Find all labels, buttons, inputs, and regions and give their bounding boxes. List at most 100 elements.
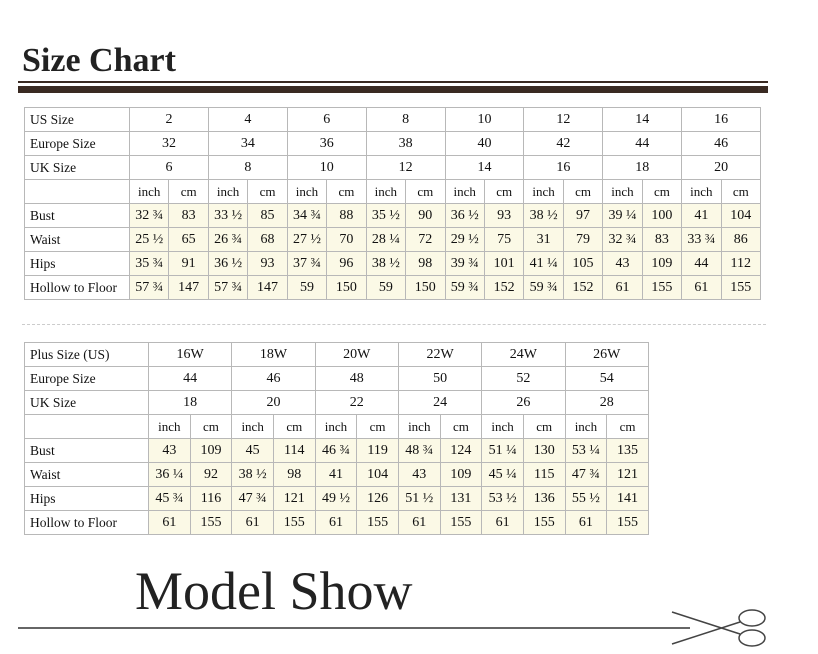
size-cell: 16 bbox=[523, 155, 604, 180]
measure-cell: 59 bbox=[365, 275, 407, 300]
measure-cell: 27 ½ bbox=[286, 227, 328, 252]
unit-cell: cm bbox=[641, 179, 683, 204]
unit-cell: inch bbox=[148, 414, 191, 439]
measure-cell: 38 ½ bbox=[231, 462, 274, 487]
row-label: Hollow to Floor bbox=[24, 510, 149, 535]
measure-cell: 43 bbox=[397, 462, 441, 487]
measure-cell: 59 ¾ bbox=[523, 275, 564, 300]
measure-cell: 39 ¾ bbox=[444, 251, 485, 276]
measure-cell: 96 bbox=[326, 251, 367, 276]
measure-cell: 61 bbox=[397, 510, 441, 535]
measure-cell: 47 ¾ bbox=[564, 462, 608, 487]
measure-cell: 85 bbox=[247, 203, 288, 228]
measure-cell: 124 bbox=[439, 438, 483, 463]
unit-cell: cm bbox=[439, 414, 483, 439]
unit-cell: inch bbox=[128, 179, 170, 204]
measure-cell: 97 bbox=[562, 203, 604, 228]
measure-row: Bust 32 ¾ 83 33 ½ 85 34 ¾ 88 35 ½ 90 36 ½ 93 38 ½ 97… bbox=[24, 203, 762, 228]
measure-cell: 51 ½ bbox=[397, 486, 441, 511]
size-cell: 40 bbox=[444, 131, 525, 156]
measure-cell: 36 ½ bbox=[207, 251, 249, 276]
measure-cell: 61 bbox=[564, 510, 608, 535]
measure-cell: 43 bbox=[602, 251, 643, 276]
measure-cell: 101 bbox=[483, 251, 525, 276]
measure-cell: 44 bbox=[681, 251, 722, 276]
measure-cell: 155 bbox=[356, 510, 399, 535]
measure-cell: 28 ¼ bbox=[365, 227, 407, 252]
unit-cell: cm bbox=[356, 414, 399, 439]
row-label: Hips bbox=[24, 251, 130, 276]
row-label: US Size bbox=[24, 107, 130, 132]
size-cell: 24 bbox=[397, 390, 483, 415]
measure-cell: 104 bbox=[356, 462, 399, 487]
row-label: Europe Size bbox=[24, 131, 130, 156]
measure-cell: 55 ½ bbox=[564, 486, 608, 511]
title-bar bbox=[18, 86, 768, 93]
measure-cell: 68 bbox=[247, 227, 288, 252]
size-cell: 6 bbox=[286, 107, 367, 132]
unit-cell: cm bbox=[189, 414, 233, 439]
size-cell: 50 bbox=[397, 366, 483, 391]
size-cell: 42 bbox=[523, 131, 604, 156]
measure-cell: 147 bbox=[168, 275, 209, 300]
size-row: UK Size 6 8 10 12 14 16 18 20 bbox=[24, 155, 761, 180]
measure-cell: 26 ¾ bbox=[207, 227, 249, 252]
row-label: Hollow to Floor bbox=[24, 275, 130, 300]
size-cell: 22W bbox=[397, 342, 483, 367]
measure-cell: 65 bbox=[168, 227, 209, 252]
measure-cell: 98 bbox=[272, 462, 316, 487]
measure-cell: 43 bbox=[148, 438, 191, 463]
size-cell: 2 bbox=[129, 107, 209, 132]
measure-cell: 109 bbox=[641, 251, 683, 276]
size-cell: 12 bbox=[523, 107, 604, 132]
unit-cell: inch bbox=[231, 414, 274, 439]
measure-cell: 57 ¾ bbox=[207, 275, 249, 300]
measure-cell: 92 bbox=[189, 462, 233, 487]
measure-cell: 61 bbox=[602, 275, 643, 300]
size-cell: 12 bbox=[365, 155, 446, 180]
measure-cell: 126 bbox=[356, 486, 399, 511]
size-cell: 20 bbox=[681, 155, 761, 180]
measure-cell: 155 bbox=[272, 510, 316, 535]
measure-cell: 155 bbox=[641, 275, 683, 300]
title: Size Chart bbox=[22, 42, 176, 79]
unit-cell: inch bbox=[681, 179, 722, 204]
unit-cell: inch bbox=[602, 179, 643, 204]
measure-cell: 59 ¾ bbox=[444, 275, 485, 300]
size-cell: 26 bbox=[481, 390, 566, 415]
measure-cell: 90 bbox=[405, 203, 446, 228]
measure-cell: 45 ¾ bbox=[148, 486, 191, 511]
measure-cell: 61 bbox=[148, 510, 191, 535]
unit-cell: inch bbox=[207, 179, 249, 204]
size-row: Europe Size 44 46 48 50 52 54 bbox=[24, 366, 649, 391]
row-label: Waist bbox=[24, 462, 149, 487]
unit-cell: cm bbox=[606, 414, 649, 439]
measure-cell: 53 ½ bbox=[481, 486, 524, 511]
size-cell: 20W bbox=[314, 342, 399, 367]
title-rule bbox=[18, 81, 768, 83]
measure-cell: 121 bbox=[272, 486, 316, 511]
measure-cell: 91 bbox=[168, 251, 209, 276]
measure-cell: 48 ¾ bbox=[397, 438, 441, 463]
measure-cell: 86 bbox=[720, 227, 762, 252]
size-cell: 54 bbox=[564, 366, 649, 391]
unit-cell: cm bbox=[720, 179, 762, 204]
unit-cell: inch bbox=[314, 414, 358, 439]
size-cell: 10 bbox=[444, 107, 525, 132]
measure-cell: 45 bbox=[231, 438, 274, 463]
separator bbox=[22, 324, 766, 325]
unit-cell: inch bbox=[365, 179, 407, 204]
size-table: US Size 2 4 6 8 10 12 14 16 Europe Size 32 34 36 38 40… bbox=[24, 107, 762, 300]
row-label: Plus Size (US) bbox=[24, 342, 149, 367]
size-cell: 28 bbox=[564, 390, 649, 415]
row-label: Bust bbox=[24, 438, 149, 463]
measure-cell: 41 bbox=[681, 203, 722, 228]
measure-cell: 35 ¾ bbox=[128, 251, 170, 276]
footer-title: Model Show bbox=[135, 561, 413, 621]
measure-row: Hollow to Floor 61 155 61 155 61 155 61 155 61 155… bbox=[24, 510, 649, 535]
measure-cell: 152 bbox=[483, 275, 525, 300]
measure-cell: 135 bbox=[606, 438, 649, 463]
measure-cell: 31 bbox=[523, 227, 564, 252]
measure-cell: 83 bbox=[168, 203, 209, 228]
